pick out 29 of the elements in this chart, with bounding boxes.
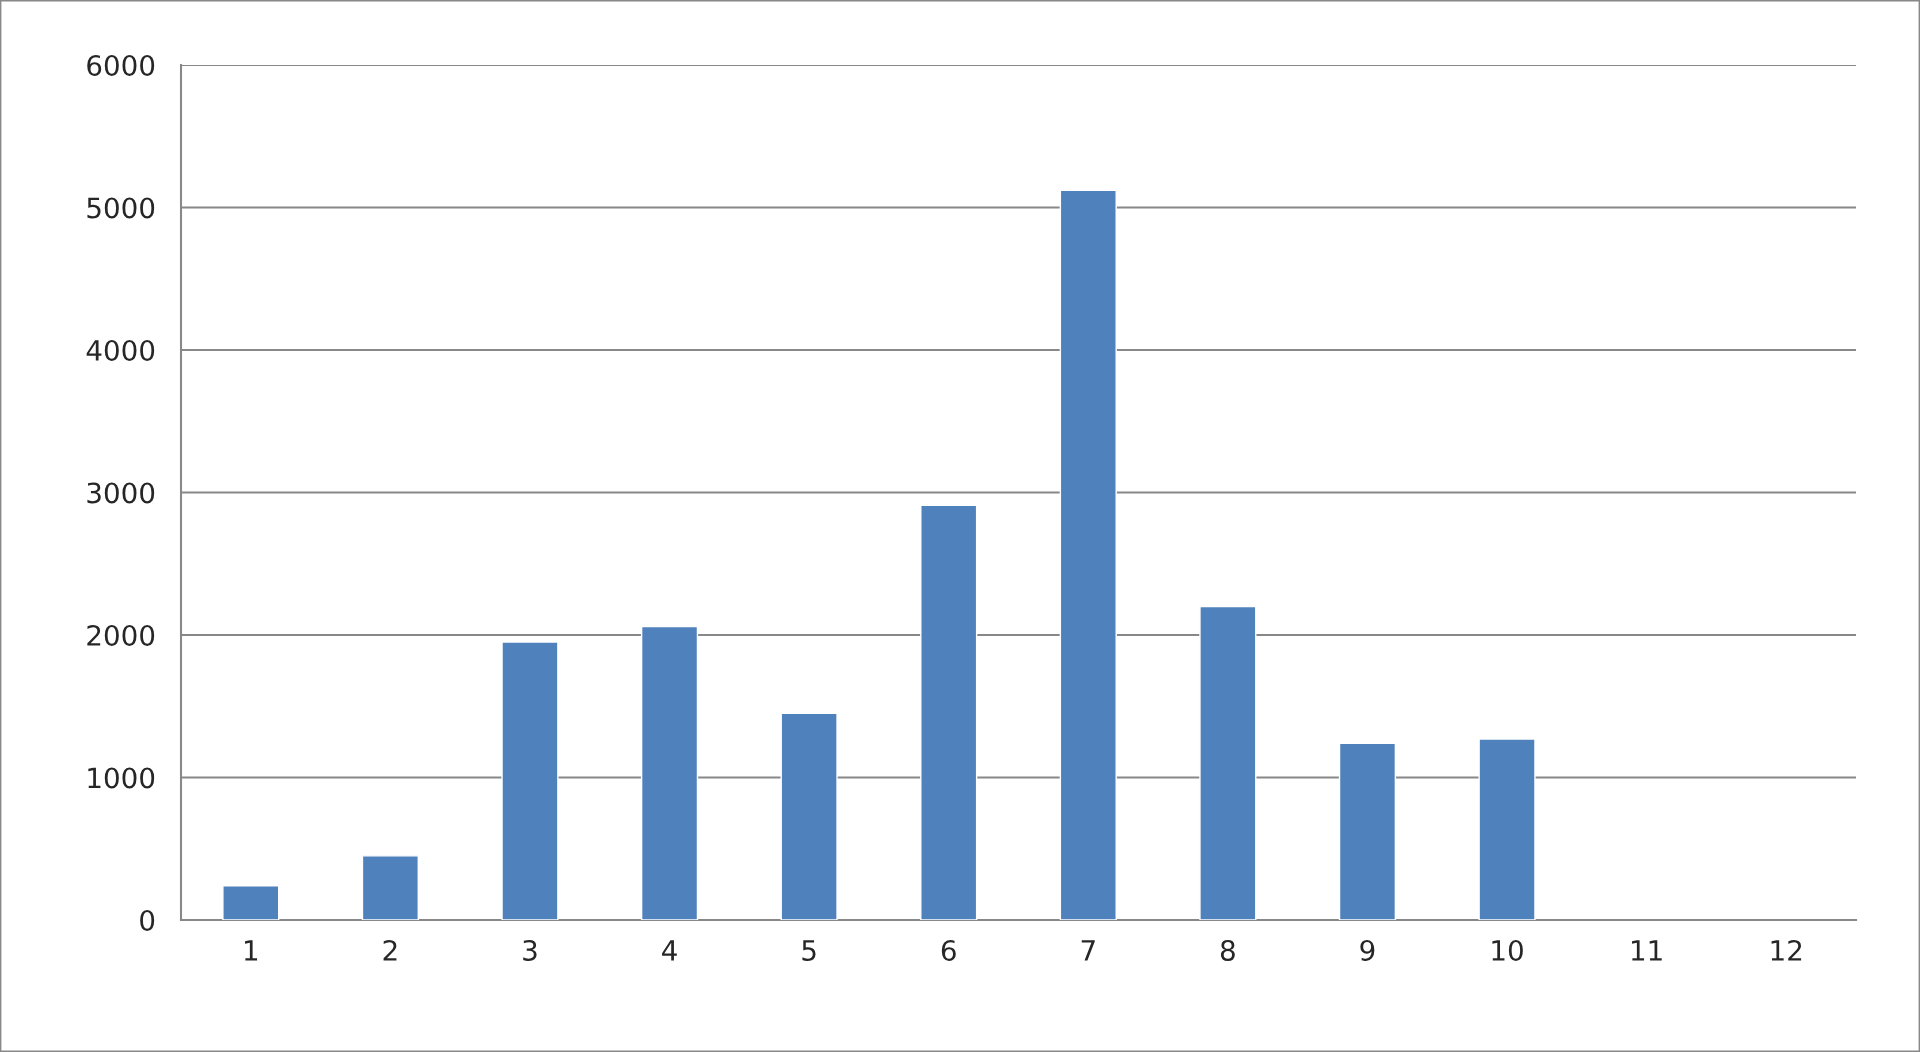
y-tick-label: 3000 [87, 482, 155, 504]
x-tick-label: 4 [662, 940, 677, 961]
bar [640, 625, 699, 920]
x-tick-label: 8 [1220, 939, 1235, 961]
x-tick-label: 7 [1081, 940, 1095, 961]
x-tick-label: 10 [1492, 939, 1523, 961]
x-tick-label: 1 [245, 940, 258, 961]
x-tick-label: 3 [523, 939, 537, 961]
x-tick-label: 5 [802, 940, 816, 961]
bar [361, 855, 419, 920]
y-tick-label: 0 [140, 909, 155, 931]
bar [1059, 189, 1117, 920]
y-tick-label: 1000 [88, 767, 155, 789]
x-tick-label: 11 [1632, 940, 1662, 961]
x-tick-label: 2 [383, 939, 397, 961]
bar [501, 641, 559, 920]
bar [780, 712, 838, 920]
bar [1478, 738, 1536, 920]
bar [222, 885, 280, 920]
bar [1338, 742, 1397, 920]
x-tick-label: 6 [941, 939, 956, 961]
y-tick-label: 6000 [87, 54, 155, 76]
x-tick-label: 12 [1771, 939, 1802, 961]
y-tick-label: 5000 [87, 197, 155, 219]
bar [1199, 605, 1257, 920]
x-tick-label: 9 [1360, 939, 1375, 961]
y-tick-label: 4000 [86, 339, 155, 361]
bar [920, 504, 978, 920]
y-tick-label: 2000 [87, 624, 155, 646]
